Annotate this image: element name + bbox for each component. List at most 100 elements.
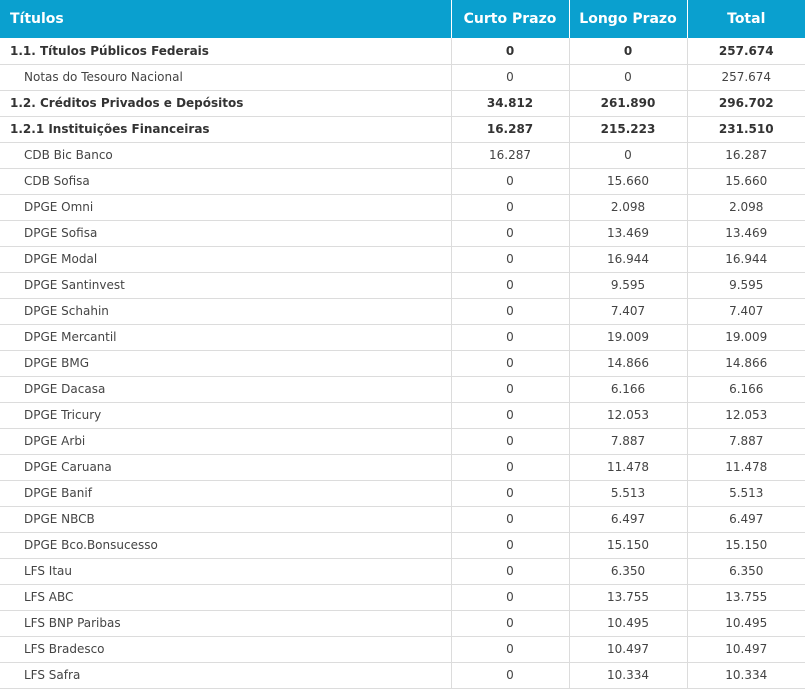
row-label: DPGE BMG	[0, 350, 452, 377]
table-row: LFS ABC 0 13.755 13.755	[0, 584, 805, 611]
row-label: Notas do Tesouro Nacional	[0, 64, 452, 91]
row-total: 7.887	[687, 428, 805, 455]
row-curto-prazo: 0	[451, 428, 570, 455]
row-total: 16.287	[687, 142, 805, 169]
row-label: LFS Safra	[0, 662, 452, 689]
row-curto-prazo: 0	[451, 558, 570, 585]
table-body: 1.1. Títulos Públicos Federais 0 0 257.674 N…	[0, 38, 805, 689]
row-label: LFS Itau	[0, 558, 452, 585]
row-label: DPGE Caruana	[0, 454, 452, 481]
row-longo-prazo: 7.887	[569, 428, 688, 455]
table-row: DPGE Arbi 0 7.887 7.887	[0, 428, 805, 455]
table-row: DPGE Schahin 0 7.407 7.407	[0, 298, 805, 325]
row-total: 14.866	[687, 350, 805, 377]
table-row: 1.2.1 Instituições Financeiras 16.287 215.…	[0, 116, 805, 143]
row-curto-prazo: 16.287	[451, 116, 570, 143]
row-longo-prazo: 11.478	[569, 454, 688, 481]
row-label: CDB Bic Banco	[0, 142, 452, 169]
row-label: CDB Sofisa	[0, 168, 452, 195]
table-row: DPGE NBCB 0 6.497 6.497	[0, 506, 805, 533]
row-label: 1.2. Créditos Privados e Depósitos	[0, 90, 452, 117]
row-curto-prazo: 0	[451, 64, 570, 91]
row-longo-prazo: 215.223	[569, 116, 688, 143]
row-total: 16.944	[687, 246, 805, 273]
row-curto-prazo: 0	[451, 610, 570, 637]
table-row: DPGE Mercantil 0 19.009 19.009	[0, 324, 805, 351]
row-curto-prazo: 34.812	[451, 90, 570, 117]
row-curto-prazo: 0	[451, 532, 570, 559]
row-label: DPGE Banif	[0, 480, 452, 507]
row-longo-prazo: 13.469	[569, 220, 688, 247]
row-curto-prazo: 0	[451, 168, 570, 195]
row-longo-prazo: 10.334	[569, 662, 688, 689]
row-longo-prazo: 6.350	[569, 558, 688, 585]
table-row: DPGE Caruana 0 11.478 11.478	[0, 454, 805, 481]
row-total: 231.510	[687, 116, 805, 143]
row-total: 13.755	[687, 584, 805, 611]
table-row: DPGE Bco.Bonsucesso 0 15.150 15.150	[0, 532, 805, 559]
row-total: 12.053	[687, 402, 805, 429]
table-row: LFS Itau 0 6.350 6.350	[0, 558, 805, 585]
row-label: DPGE Sofisa	[0, 220, 452, 247]
row-total: 2.098	[687, 194, 805, 221]
table-row: DPGE BMG 0 14.866 14.866	[0, 350, 805, 377]
table-row: DPGE Tricury 0 12.053 12.053	[0, 402, 805, 429]
table-row: Notas do Tesouro Nacional 0 0 257.674	[0, 64, 805, 91]
header-longo-prazo: Longo Prazo	[569, 0, 688, 38]
header-total: Total	[727, 11, 766, 27]
row-label: LFS Bradesco	[0, 636, 452, 663]
row-label: DPGE Dacasa	[0, 376, 452, 403]
row-curto-prazo: 0	[451, 480, 570, 507]
row-curto-prazo: 0	[451, 324, 570, 351]
table-row: DPGE Dacasa 0 6.166 6.166	[0, 376, 805, 403]
row-total: 11.478	[687, 454, 805, 481]
row-label: DPGE Omni	[0, 194, 452, 221]
row-longo-prazo: 0	[569, 64, 688, 91]
row-total: 13.469	[687, 220, 805, 247]
table-row: 1.2. Créditos Privados e Depósitos 34.812…	[0, 90, 805, 117]
row-longo-prazo: 10.497	[569, 636, 688, 663]
row-longo-prazo: 12.053	[569, 402, 688, 429]
row-label: DPGE Bco.Bonsucesso	[0, 532, 452, 559]
row-total: 10.334	[687, 662, 805, 689]
row-curto-prazo: 16.287	[451, 142, 570, 169]
row-label: 1.2.1 Instituições Financeiras	[0, 116, 452, 143]
row-total: 257.674	[687, 38, 805, 65]
row-curto-prazo: 0	[451, 584, 570, 611]
row-curto-prazo: 0	[451, 662, 570, 689]
table-row: CDB Sofisa 0 15.660 15.660	[0, 168, 805, 195]
row-label: LFS BNP Paribas	[0, 610, 452, 637]
row-curto-prazo: 0	[451, 636, 570, 663]
row-curto-prazo: 0	[451, 194, 570, 221]
row-longo-prazo: 19.009	[569, 324, 688, 351]
row-curto-prazo: 0	[451, 350, 570, 377]
row-curto-prazo: 0	[451, 506, 570, 533]
row-total: 9.595	[687, 272, 805, 299]
row-curto-prazo: 0	[451, 38, 570, 65]
row-total: 15.150	[687, 532, 805, 559]
row-curto-prazo: 0	[451, 454, 570, 481]
row-longo-prazo: 14.866	[569, 350, 688, 377]
row-label: DPGE Santinvest	[0, 272, 452, 299]
row-curto-prazo: 0	[451, 402, 570, 429]
header-titulos: Títulos	[0, 0, 452, 38]
header-curto-prazo: Curto Prazo	[451, 0, 570, 38]
row-label: DPGE NBCB	[0, 506, 452, 533]
table-row: DPGE Omni 0 2.098 2.098	[0, 194, 805, 221]
row-curto-prazo: 0	[451, 376, 570, 403]
row-longo-prazo: 9.595	[569, 272, 688, 299]
table-row: DPGE Santinvest 0 9.595 9.595	[0, 272, 805, 299]
row-longo-prazo: 15.150	[569, 532, 688, 559]
row-total: 5.513	[687, 480, 805, 507]
row-total: 7.407	[687, 298, 805, 325]
row-label: DPGE Mercantil	[0, 324, 452, 351]
row-total: 6.497	[687, 506, 805, 533]
row-longo-prazo: 261.890	[569, 90, 688, 117]
row-label: DPGE Modal	[0, 246, 452, 273]
row-longo-prazo: 15.660	[569, 168, 688, 195]
row-longo-prazo: 2.098	[569, 194, 688, 221]
header-row: Títulos Curto Prazo Longo Prazo Total	[0, 0, 805, 38]
row-longo-prazo: 16.944	[569, 246, 688, 273]
table-row: CDB Bic Banco 16.287 0 16.287	[0, 142, 805, 169]
